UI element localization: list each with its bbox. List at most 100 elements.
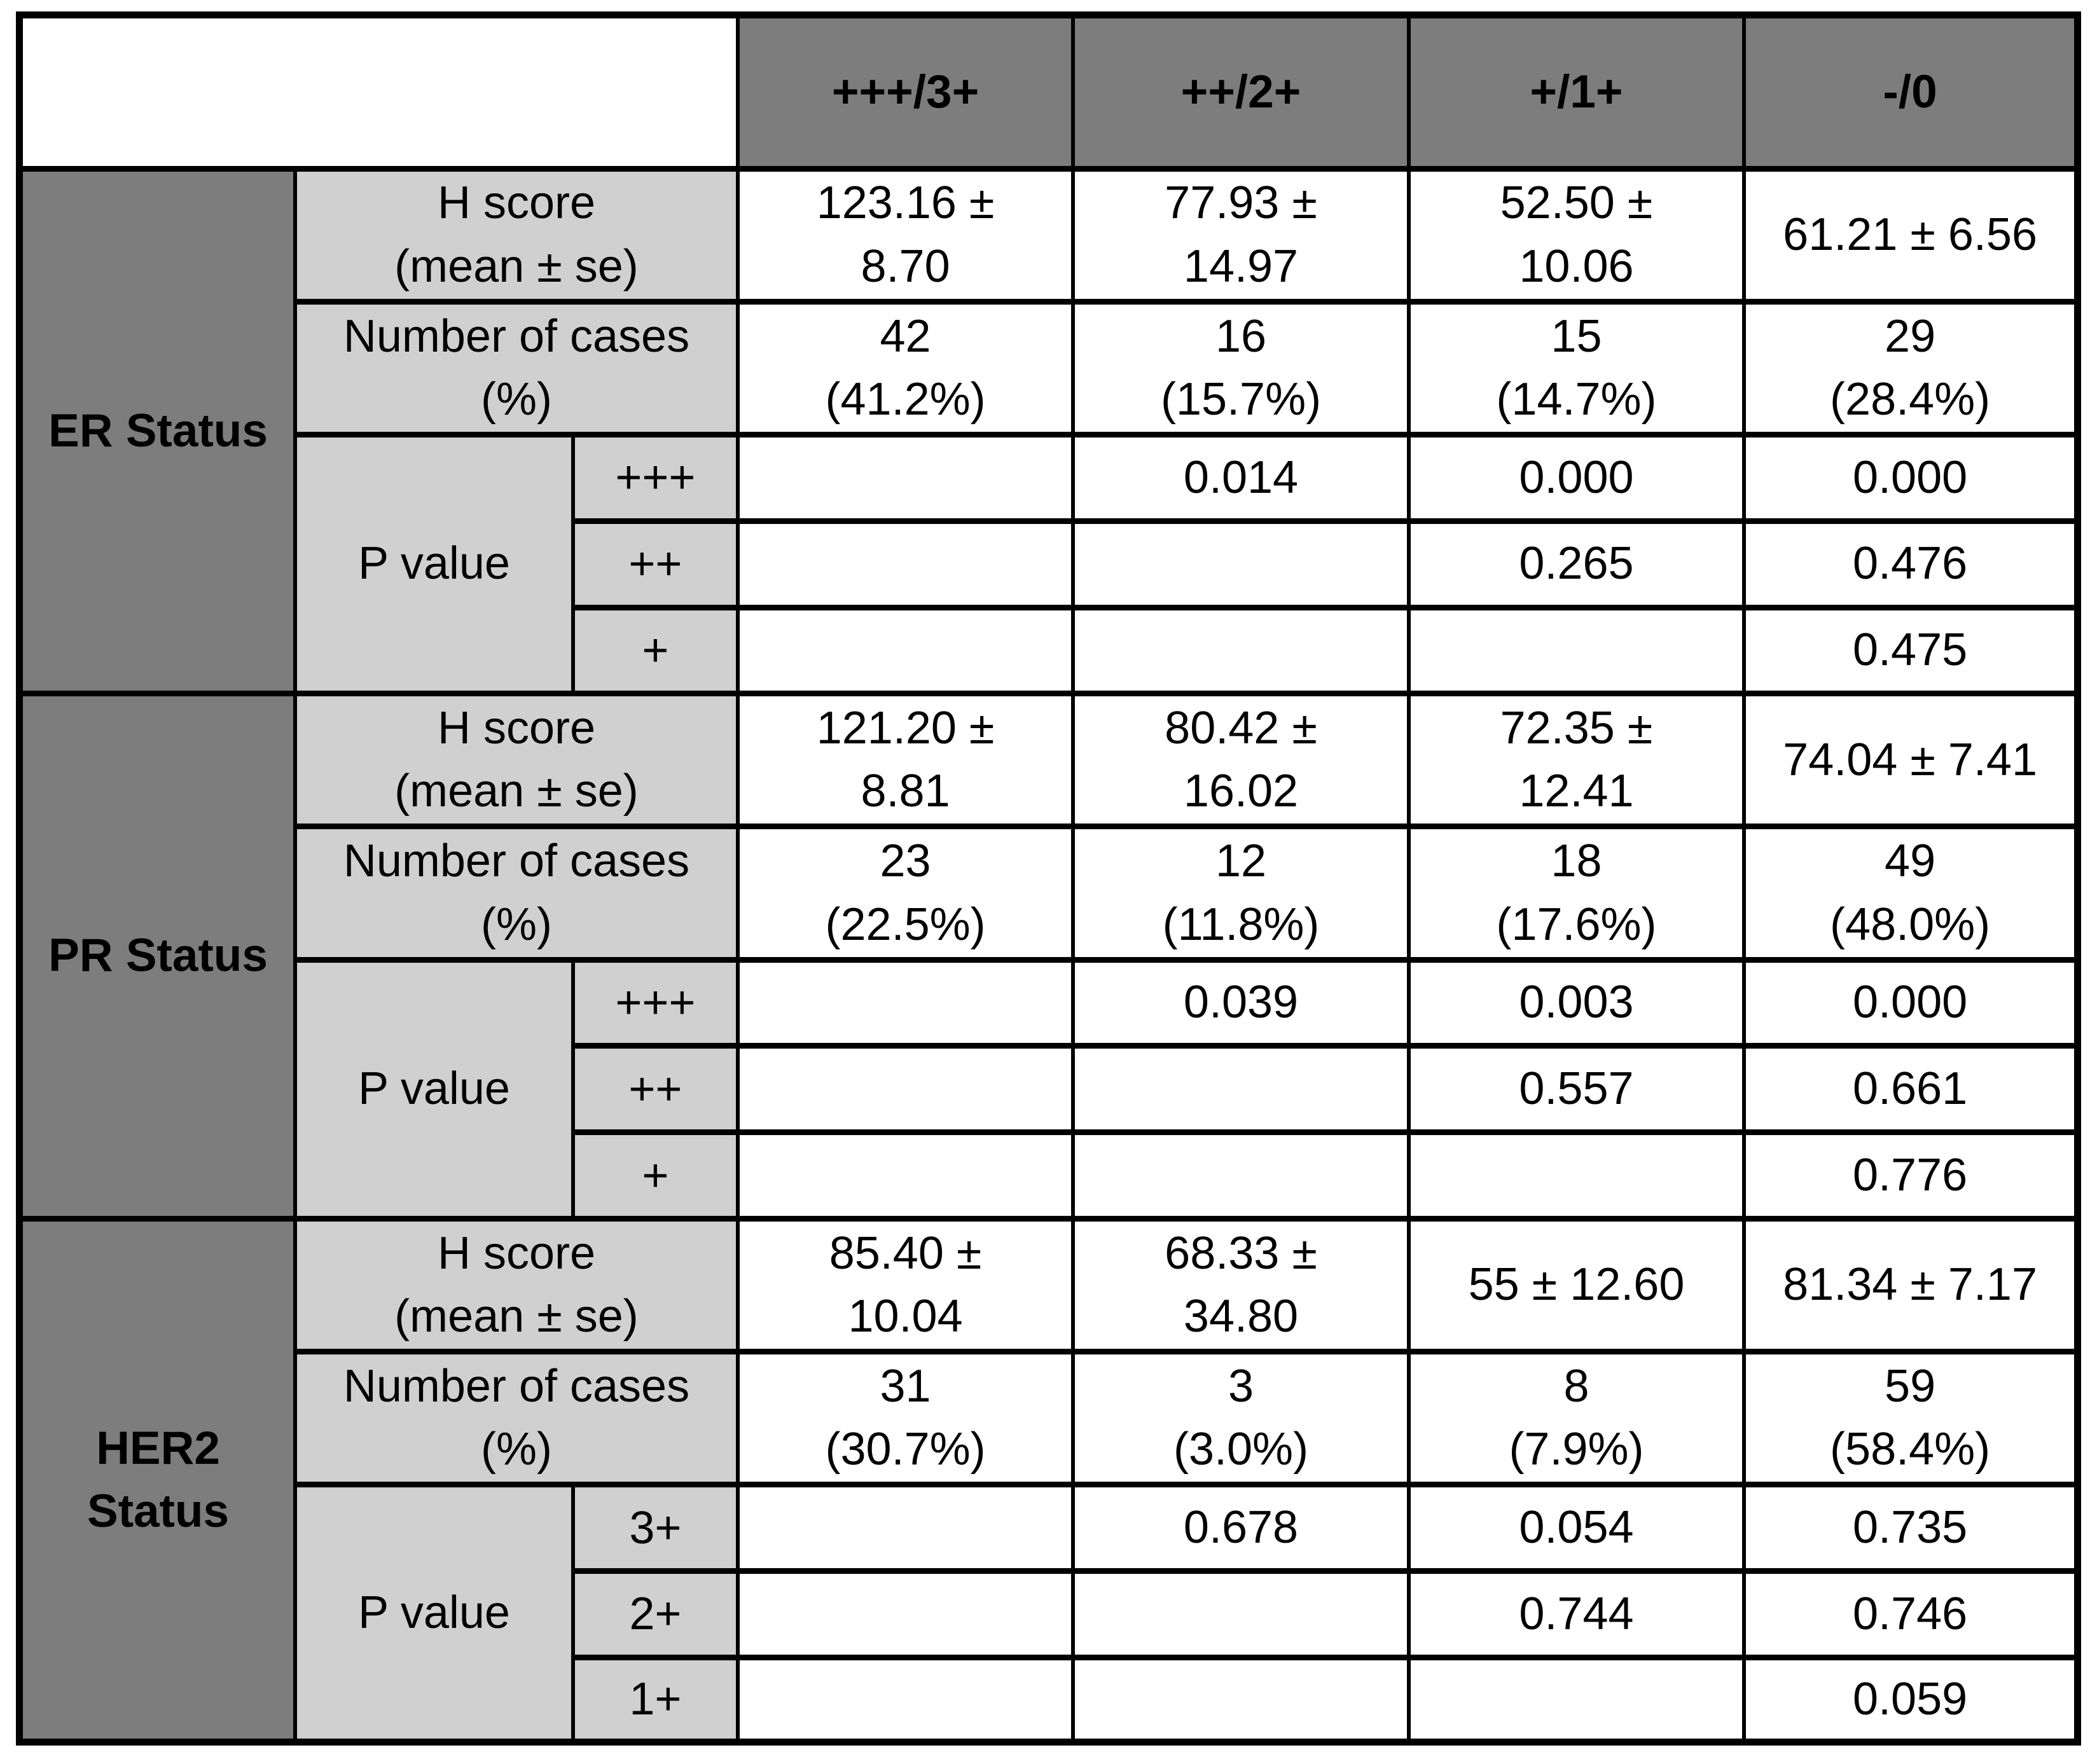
h-score-value: 81.34 ± 7.17 bbox=[1742, 1215, 2080, 1355]
pr-pvalue-row-2plus: ++ 0.557 0.661 bbox=[20, 1043, 2080, 1136]
er-pvalue-row-2plus: ++ 0.265 0.476 bbox=[20, 518, 2080, 610]
p-value-cell bbox=[1406, 1654, 1747, 1746]
p-value-cell bbox=[1071, 1568, 1411, 1660]
cases-value: 16 (15.7%) bbox=[1071, 298, 1411, 438]
cases-value: 42 (41.2%) bbox=[735, 298, 1076, 438]
p-value-cell bbox=[735, 956, 1076, 1049]
p-value-cell bbox=[735, 1568, 1076, 1660]
p-value-cell bbox=[735, 1043, 1076, 1136]
cases-value: 59 (58.4%) bbox=[1742, 1349, 2080, 1488]
p-value-cell bbox=[735, 431, 1076, 524]
p-value-cell: 0.476 bbox=[1742, 518, 2080, 610]
p-value-cell: 0.475 bbox=[1742, 604, 2080, 697]
p-value-cell: 0.744 bbox=[1406, 1568, 1747, 1660]
cases-value: 31 (30.7%) bbox=[735, 1349, 1076, 1488]
cases-value: 3 (3.0%) bbox=[1071, 1349, 1411, 1488]
p-value-cell: 0.014 bbox=[1071, 431, 1411, 524]
p-value-cell: 0.661 bbox=[1742, 1043, 2080, 1136]
cases-value: 15 (14.7%) bbox=[1406, 298, 1747, 438]
p-value-cell bbox=[1071, 1654, 1411, 1746]
cases-label: Number of cases (%) bbox=[293, 1349, 740, 1488]
h-score-value: 77.93 ± 14.97 bbox=[1071, 165, 1411, 305]
h-score-value: 85.40 ± 10.04 bbox=[735, 1215, 1076, 1355]
table-page: +++/3+ ++/2+ +/1+ -/0 ER Status H score … bbox=[16, 11, 2081, 1746]
cases-value: 8 (7.9%) bbox=[1406, 1349, 1747, 1488]
p-sub-label: + bbox=[571, 1129, 740, 1222]
er-pvalue-row-1plus: + 0.475 bbox=[20, 604, 2080, 697]
p-value-cell: 0.000 bbox=[1406, 431, 1747, 524]
p-value-cell bbox=[1406, 1129, 1747, 1222]
h-score-value: 72.35 ± 12.41 bbox=[1406, 691, 1747, 830]
p-value-cell bbox=[735, 518, 1076, 610]
h-score-value: 80.42 ± 16.02 bbox=[1071, 691, 1411, 830]
pr-pvalue-row-1plus: + 0.776 bbox=[20, 1129, 2080, 1222]
p-value-cell bbox=[1071, 604, 1411, 697]
p-value-cell bbox=[735, 1654, 1076, 1746]
pr-pvalue-row-3plus: P value +++ 0.039 0.003 0.000 bbox=[20, 956, 2080, 1222]
column-header-neg0: -/0 bbox=[1742, 12, 2080, 172]
p-value-cell: 0.557 bbox=[1406, 1043, 1747, 1136]
p-sub-label: +++ bbox=[571, 431, 740, 524]
p-value-cell: 0.776 bbox=[1742, 1129, 2080, 1222]
p-value-cell bbox=[735, 604, 1076, 697]
her2-pvalue-row-3plus: P value 3+ 0.678 0.054 0.735 bbox=[20, 1482, 2080, 1745]
p-value-label: P value bbox=[293, 956, 575, 1222]
p-sub-label: 2+ bbox=[571, 1568, 740, 1660]
p-value-cell: 0.003 bbox=[1406, 956, 1747, 1049]
p-value-label: P value bbox=[293, 1482, 575, 1745]
er-h-score-row: ER Status H score (mean ± se) 123.16 ± 8… bbox=[17, 165, 2080, 697]
er-pvalue-row-3plus: P value +++ 0.014 0.000 0.000 bbox=[20, 431, 2080, 697]
h-score-value: 123.16 ± 8.70 bbox=[735, 165, 1076, 305]
section-label-pr-status: PR Status bbox=[17, 691, 298, 1222]
p-value-cell bbox=[1071, 1043, 1411, 1136]
section-label-er-status: ER Status bbox=[17, 165, 298, 697]
cases-value: 18 (17.6%) bbox=[1406, 823, 1747, 963]
p-sub-label: ++ bbox=[571, 1043, 740, 1136]
h-score-label: H score (mean ± se) bbox=[293, 691, 740, 830]
er-cases-row: Number of cases (%) 42 (41.2%) 16 (15.7%… bbox=[20, 298, 2080, 438]
p-value-cell: 0.039 bbox=[1071, 956, 1411, 1049]
p-sub-label: ++ bbox=[571, 518, 740, 610]
h-score-value: 68.33 ± 34.80 bbox=[1071, 1215, 1411, 1355]
p-value-cell bbox=[1071, 518, 1411, 610]
p-value-cell: 0.265 bbox=[1406, 518, 1747, 610]
p-value-cell bbox=[1071, 1129, 1411, 1222]
cases-label: Number of cases (%) bbox=[293, 298, 740, 438]
biomarker-hscore-table: +++/3+ ++/2+ +/1+ -/0 ER Status H score … bbox=[16, 11, 2081, 1746]
h-score-value: 61.21 ± 6.56 bbox=[1742, 165, 2080, 305]
p-value-cell: 0.746 bbox=[1742, 1568, 2080, 1660]
p-value-cell: 0.000 bbox=[1742, 431, 2080, 524]
h-score-value: 74.04 ± 7.41 bbox=[1742, 691, 2080, 830]
h-score-value: 52.50 ± 10.06 bbox=[1406, 165, 1747, 305]
column-header-2plus: ++/2+ bbox=[1071, 12, 1411, 172]
p-value-cell: 0.735 bbox=[1742, 1482, 2080, 1575]
section-label-her2-status: HER2 Status bbox=[17, 1216, 298, 1745]
h-score-value: 121.20 ± 8.81 bbox=[735, 691, 1076, 830]
p-sub-label: +++ bbox=[571, 956, 740, 1049]
p-value-label: P value bbox=[293, 431, 575, 697]
p-value-cell: 0.678 bbox=[1071, 1482, 1411, 1575]
cases-value: 29 (28.4%) bbox=[1742, 298, 2080, 438]
pr-h-score-row: PR Status H score (mean ± se) 121.20 ± 8… bbox=[17, 691, 2080, 1222]
her2-pvalue-row-1plus: 1+ 0.059 bbox=[20, 1654, 2080, 1746]
her2-pvalue-row-2plus: 2+ 0.744 0.746 bbox=[20, 1568, 2080, 1660]
h-score-value: 55 ± 12.60 bbox=[1406, 1215, 1747, 1355]
corner-cell bbox=[17, 12, 740, 172]
cases-value: 23 (22.5%) bbox=[735, 823, 1076, 963]
p-value-cell: 0.000 bbox=[1742, 956, 2080, 1049]
p-value-cell bbox=[735, 1129, 1076, 1222]
cases-value: 49 (48.0%) bbox=[1742, 823, 2080, 963]
her2-cases-row: Number of cases (%) 31 (30.7%) 3 (3.0%) … bbox=[20, 1349, 2080, 1488]
h-score-label: H score (mean ± se) bbox=[293, 165, 740, 305]
column-header-3plus: +++/3+ bbox=[735, 12, 1076, 172]
cases-label: Number of cases (%) bbox=[293, 823, 740, 963]
p-sub-label: 1+ bbox=[571, 1654, 740, 1746]
her2-h-score-row: HER2 Status H score (mean ± se) 85.40 ± … bbox=[17, 1215, 2080, 1745]
p-value-cell: 0.059 bbox=[1742, 1654, 2080, 1746]
column-header-1plus: +/1+ bbox=[1406, 12, 1747, 172]
p-value-cell bbox=[735, 1482, 1076, 1575]
cases-value: 12 (11.8%) bbox=[1071, 823, 1411, 963]
p-value-cell bbox=[1406, 604, 1747, 697]
p-sub-label: + bbox=[571, 604, 740, 697]
p-value-cell: 0.054 bbox=[1406, 1482, 1747, 1575]
